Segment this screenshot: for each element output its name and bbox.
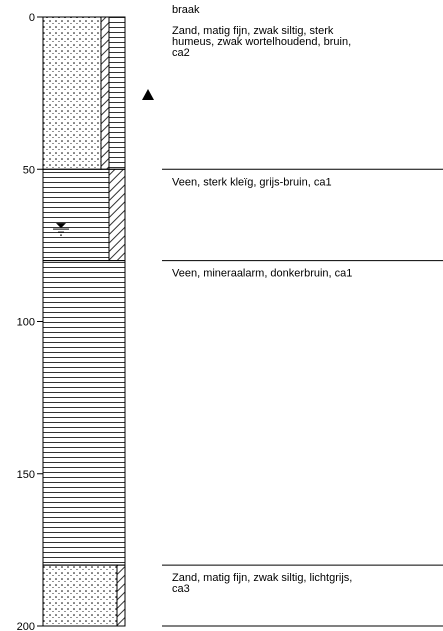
tick-label: 0	[29, 12, 35, 24]
layer-segment	[42, 168, 110, 262]
tick-label: 50	[23, 164, 35, 176]
marker	[142, 89, 154, 100]
tick-label: 100	[17, 317, 35, 329]
layer-segment	[116, 564, 126, 627]
groundwater-symbol	[56, 223, 66, 229]
layer-description: humeus, zwak wortelhoudend, bruin,	[172, 36, 351, 48]
layer-description: Zand, matig fijn, zwak siltig, sterk	[172, 25, 334, 37]
layer-description: Veen, mineraalarm, donkerbruin, ca1	[172, 268, 352, 280]
tick-label: 150	[17, 469, 35, 481]
layer-segment	[42, 564, 118, 627]
layer-description: Zand, matig fijn, zwak siltig, lichtgrij…	[172, 572, 352, 584]
layer-description: Veen, sterk kleïg, grijs-bruin, ca1	[172, 176, 332, 188]
layer-segment	[108, 168, 126, 262]
layer-segment	[42, 16, 102, 170]
header-label: braak	[172, 4, 200, 16]
layer-description: ca3	[172, 583, 190, 595]
layer-segment	[108, 16, 126, 170]
layer-segment	[100, 16, 110, 170]
layer-description: ca2	[172, 47, 190, 59]
tick-label: 200	[17, 621, 35, 631]
layer-segment	[42, 260, 126, 566]
